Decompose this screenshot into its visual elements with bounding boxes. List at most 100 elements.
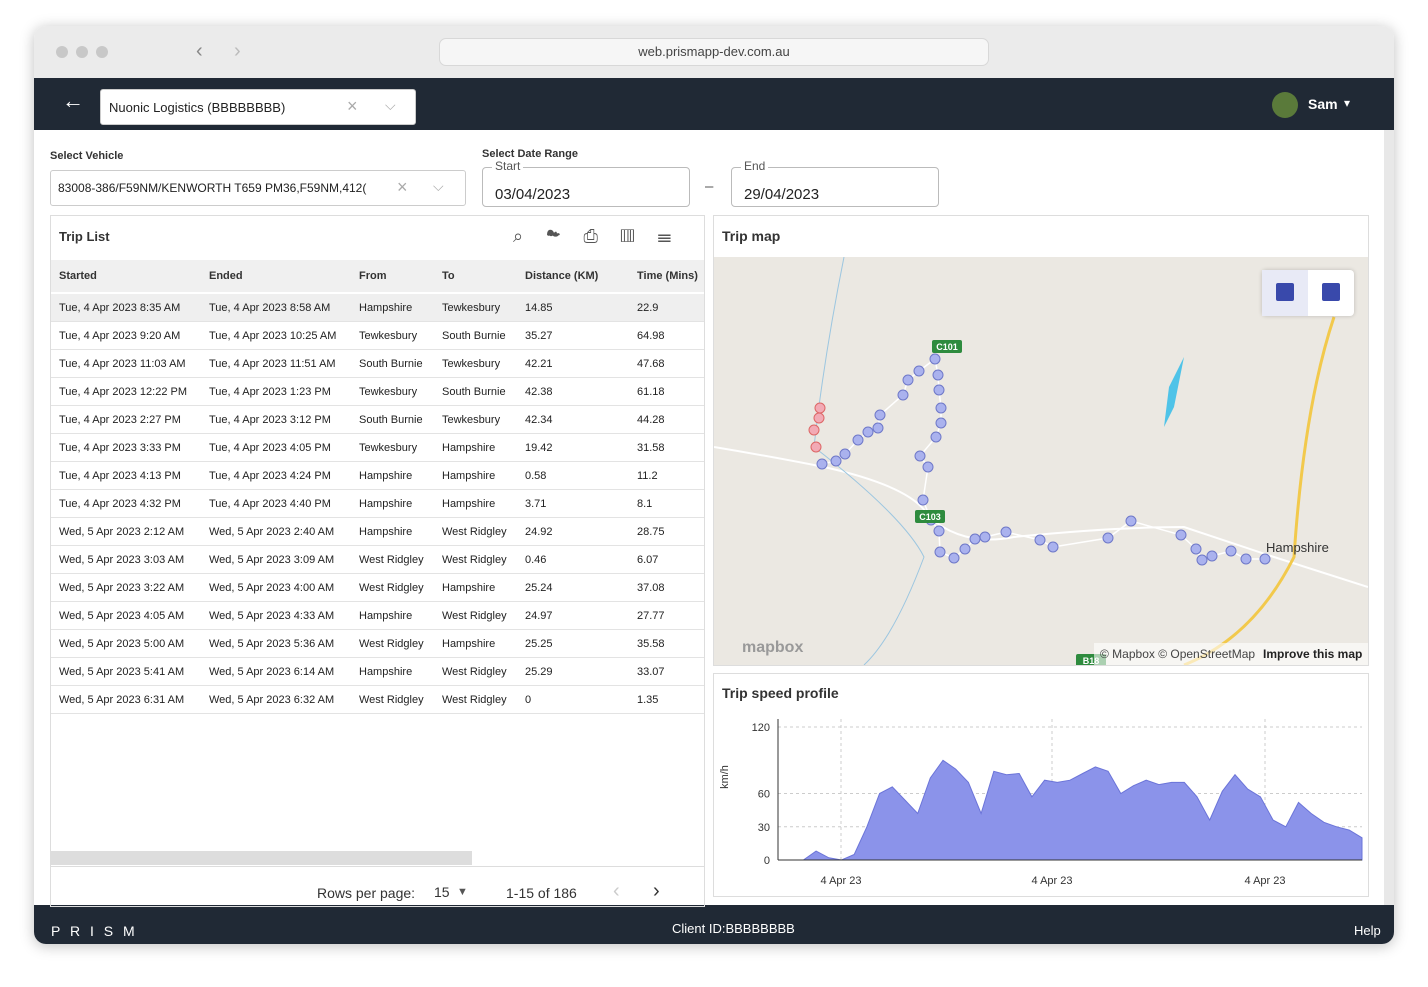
trip-point bbox=[830, 455, 842, 467]
next-page[interactable]: › bbox=[653, 880, 660, 902]
cell: Tue, 4 Apr 2023 8:35 AM bbox=[59, 302, 181, 314]
cell: Hampshire bbox=[442, 638, 496, 650]
cell: Tue, 4 Apr 2023 8:58 AM bbox=[209, 302, 331, 314]
cell: 14.85 bbox=[525, 302, 553, 314]
trip-point bbox=[862, 426, 874, 438]
clear[interactable]: × bbox=[397, 177, 408, 197]
trip-point bbox=[1047, 541, 1059, 553]
avatar[interactable] bbox=[1272, 92, 1298, 118]
forward[interactable]: › bbox=[234, 40, 241, 62]
cell: 1.35 bbox=[637, 694, 659, 706]
cell: Tue, 4 Apr 2023 4:05 PM bbox=[209, 442, 331, 454]
field-label: Start bbox=[492, 159, 524, 173]
row-line bbox=[51, 657, 704, 658]
cell: Tue, 4 Apr 2023 11:03 AM bbox=[59, 358, 186, 370]
url-bar[interactable]: web.prismapp-dev.com.au bbox=[439, 38, 989, 66]
row-line bbox=[51, 321, 704, 322]
road-label: B18 bbox=[1083, 656, 1100, 665]
toolbar[interactable]: ⌕ ☁ ⎙ ▥ ☰ bbox=[513, 226, 672, 246]
back[interactable]: ‹ bbox=[196, 40, 203, 62]
row-line bbox=[51, 629, 704, 630]
trip-point bbox=[1175, 529, 1187, 541]
dropdown[interactable]: ⌵ bbox=[433, 178, 444, 194]
rows-label: Rows per page: bbox=[317, 885, 416, 901]
end-date[interactable]: 29/04/2023 bbox=[731, 167, 939, 207]
road-shield bbox=[932, 340, 962, 353]
cell: 6.07 bbox=[637, 554, 659, 566]
cell: Tewkesbury bbox=[442, 302, 501, 314]
selected-row[interactable] bbox=[51, 294, 704, 322]
cell: Tewkesbury bbox=[442, 358, 501, 370]
trip-point bbox=[874, 409, 886, 421]
org-select[interactable]: Nuonic Logistics (BBBBBBBB) × ⌵ bbox=[100, 89, 416, 125]
window-button[interactable] bbox=[76, 46, 88, 58]
cell: Hampshire bbox=[442, 498, 496, 510]
start-date[interactable]: 03/04/2023 bbox=[482, 167, 690, 207]
cell: 42.34 bbox=[525, 414, 553, 426]
cell: Tue, 4 Apr 2023 12:22 PM bbox=[59, 386, 188, 398]
back-arrow[interactable]: ← bbox=[62, 88, 84, 113]
date: 03/04/2023 bbox=[495, 186, 571, 203]
satellite-icon[interactable] bbox=[1322, 283, 1340, 301]
window-button[interactable] bbox=[96, 46, 108, 58]
cell: 24.97 bbox=[525, 610, 553, 622]
map-style-switch[interactable] bbox=[1262, 270, 1354, 316]
help[interactable]: Help bbox=[1354, 923, 1381, 938]
trip-point bbox=[913, 365, 925, 377]
cell: Tewkesbury bbox=[359, 330, 418, 342]
vehicle-select[interactable]: 83008-386/F59NM/KENWORTH T659 PM36,F59NM… bbox=[50, 170, 466, 206]
trip-point bbox=[872, 422, 884, 434]
trip-point bbox=[902, 374, 914, 386]
cell: Wed, 5 Apr 2023 5:41 AM bbox=[59, 666, 185, 678]
cell: Wed, 5 Apr 2023 5:36 AM bbox=[209, 638, 335, 650]
cell: 37.08 bbox=[637, 582, 665, 594]
footer bbox=[34, 905, 1394, 944]
cell: Hampshire bbox=[442, 582, 496, 594]
divider bbox=[51, 866, 704, 867]
cell: Wed, 5 Apr 2023 6:14 AM bbox=[209, 666, 335, 678]
road-shield bbox=[915, 510, 945, 523]
rows-caret[interactable]: ▼ bbox=[457, 886, 468, 898]
trip-point bbox=[852, 434, 864, 446]
cell: 11.2 bbox=[637, 470, 658, 482]
trip-point bbox=[1206, 550, 1218, 562]
trip-point bbox=[839, 448, 851, 460]
cell: 25.24 bbox=[525, 582, 553, 594]
user-name[interactable]: Sam bbox=[1308, 96, 1338, 112]
prev-page[interactable]: ‹ bbox=[613, 880, 620, 902]
panel-title: Trip map bbox=[722, 228, 781, 244]
cell: Tue, 4 Apr 2023 11:51 AM bbox=[209, 358, 336, 370]
map-panel: Trip map C101 C103 B18 Hampshire mapbox © Map… bbox=[713, 215, 1369, 666]
cell: 35.27 bbox=[525, 330, 553, 342]
trip-point bbox=[1225, 545, 1237, 557]
h-scrollbar[interactable] bbox=[51, 851, 472, 865]
cell: Wed, 5 Apr 2023 2:40 AM bbox=[209, 526, 335, 538]
trip-point bbox=[1000, 526, 1012, 538]
trip-point bbox=[929, 353, 941, 365]
rows-per-page[interactable]: 15 bbox=[434, 884, 450, 900]
dropdown[interactable]: ⌵ bbox=[385, 97, 396, 113]
user-caret[interactable]: ▾ bbox=[1344, 96, 1351, 110]
cell: Tue, 4 Apr 2023 4:13 PM bbox=[59, 470, 181, 482]
cell: West Ridgley bbox=[359, 582, 424, 594]
trip-point bbox=[808, 424, 820, 436]
row-line bbox=[51, 545, 704, 546]
cell: Hampshire bbox=[359, 666, 413, 678]
window-button[interactable] bbox=[56, 46, 68, 58]
cell: Wed, 5 Apr 2023 6:32 AM bbox=[209, 694, 335, 706]
trip-point bbox=[935, 417, 947, 429]
map[interactable]: C101 C103 B18 Hampshire mapbox © Mapbox © Ope… bbox=[714, 257, 1368, 665]
row-line bbox=[51, 713, 704, 714]
column-header bbox=[51, 260, 704, 292]
row-line bbox=[51, 405, 704, 406]
cell: West Ridgley bbox=[359, 554, 424, 566]
clear[interactable]: × bbox=[347, 96, 358, 116]
cell: Wed, 5 Apr 2023 4:00 AM bbox=[209, 582, 335, 594]
cell: West Ridgley bbox=[442, 554, 507, 566]
improve-map: Improve this map bbox=[1263, 647, 1362, 661]
column-header-label: Distance (KM) bbox=[525, 270, 599, 282]
cell: West Ridgley bbox=[359, 694, 424, 706]
cell: Wed, 5 Apr 2023 3:22 AM bbox=[59, 582, 185, 594]
trip-point bbox=[1034, 534, 1046, 546]
cell: West Ridgley bbox=[442, 666, 507, 678]
